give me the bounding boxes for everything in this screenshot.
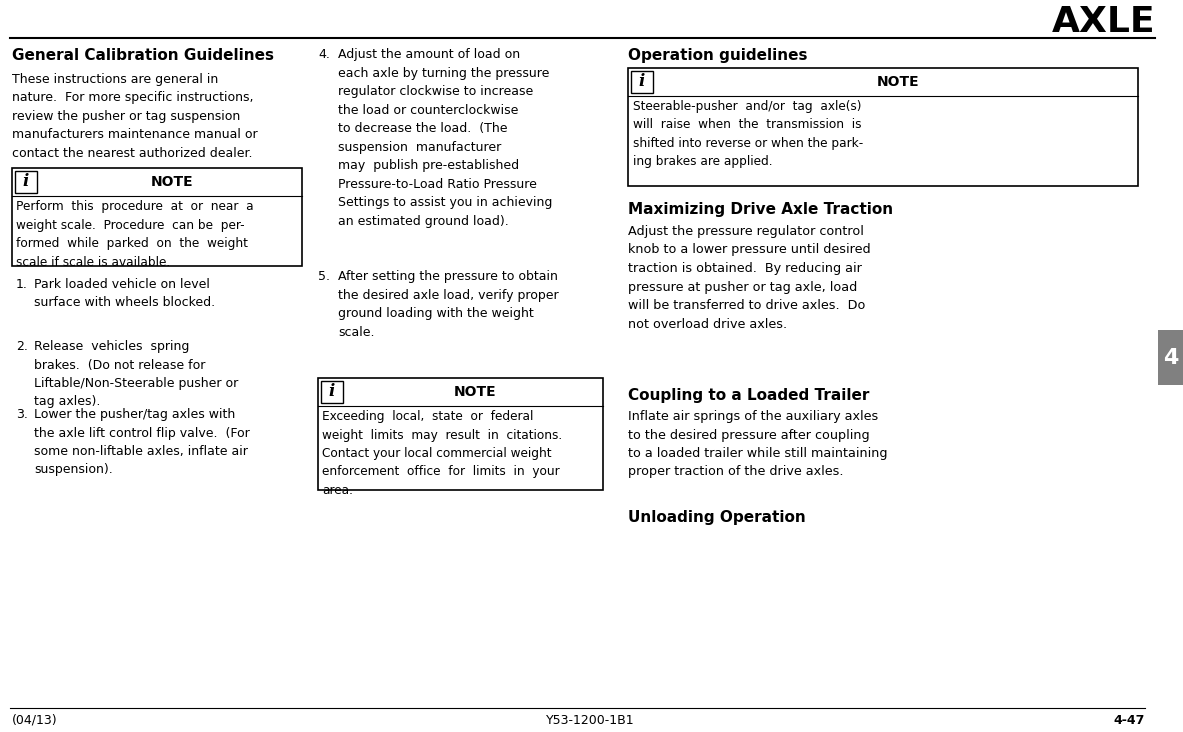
Text: Adjust the amount of load on
each axle by turning the pressure
regulator clockwi: Adjust the amount of load on each axle b… <box>338 48 552 228</box>
Text: (04/13): (04/13) <box>12 714 58 726</box>
Text: Steerable-pusher  and/or  tag  axle(s)
will  raise  when  the  transmission  is
: Steerable-pusher and/or tag axle(s) will… <box>633 100 864 168</box>
Text: After setting the pressure to obtain
the desired axle load, verify proper
ground: After setting the pressure to obtain the… <box>338 270 558 338</box>
Text: Adjust the pressure regulator control
knob to a lower pressure until desired
tra: Adjust the pressure regulator control kn… <box>628 225 871 331</box>
Text: 2.: 2. <box>17 340 28 353</box>
Text: NOTE: NOTE <box>877 75 919 89</box>
Text: AXLE: AXLE <box>1052 5 1155 39</box>
Text: Coupling to a Loaded Trailer: Coupling to a Loaded Trailer <box>628 388 870 403</box>
Text: 4: 4 <box>1163 348 1178 367</box>
Text: NOTE: NOTE <box>150 175 193 189</box>
Text: Y53-1200-1B1: Y53-1200-1B1 <box>545 714 634 726</box>
Text: Inflate air springs of the auxiliary axles
to the desired pressure after couplin: Inflate air springs of the auxiliary axl… <box>628 410 887 479</box>
Text: 4.: 4. <box>318 48 330 61</box>
Bar <box>12 168 302 266</box>
Bar <box>631 71 653 93</box>
Text: Park loaded vehicle on level
surface with wheels blocked.: Park loaded vehicle on level surface wit… <box>34 278 215 310</box>
Text: Unloading Operation: Unloading Operation <box>628 510 806 525</box>
Text: NOTE: NOTE <box>454 385 497 399</box>
Text: 5.: 5. <box>318 270 330 283</box>
Text: i: i <box>639 73 645 91</box>
Text: Lower the pusher/tag axles with
the axle lift control flip valve.  (For
some non: Lower the pusher/tag axles with the axle… <box>34 408 250 477</box>
Text: Exceeding  local,  state  or  federal
weight  limits  may  result  in  citations: Exceeding local, state or federal weight… <box>322 410 562 497</box>
Bar <box>1158 330 1183 385</box>
Text: General Calibration Guidelines: General Calibration Guidelines <box>12 48 274 63</box>
Text: Operation guidelines: Operation guidelines <box>628 48 808 63</box>
Text: Release  vehicles  spring
brakes.  (Do not release for
Liftable/Non-Steerable pu: Release vehicles spring brakes. (Do not … <box>34 340 238 408</box>
Text: 3.: 3. <box>17 408 28 421</box>
Bar <box>321 381 343 403</box>
Bar <box>318 378 603 490</box>
Text: i: i <box>329 384 335 400</box>
Text: i: i <box>22 173 30 190</box>
Bar <box>628 68 1138 186</box>
Bar <box>15 171 37 193</box>
Text: Perform  this  procedure  at  or  near  a
weight scale.  Procedure  can be  per-: Perform this procedure at or near a weig… <box>17 200 253 269</box>
Text: 4-47: 4-47 <box>1113 714 1145 726</box>
Text: 1.: 1. <box>17 278 28 291</box>
Text: Maximizing Drive Axle Traction: Maximizing Drive Axle Traction <box>628 202 893 217</box>
Text: These instructions are general in
nature.  For more specific instructions,
revie: These instructions are general in nature… <box>12 73 258 160</box>
